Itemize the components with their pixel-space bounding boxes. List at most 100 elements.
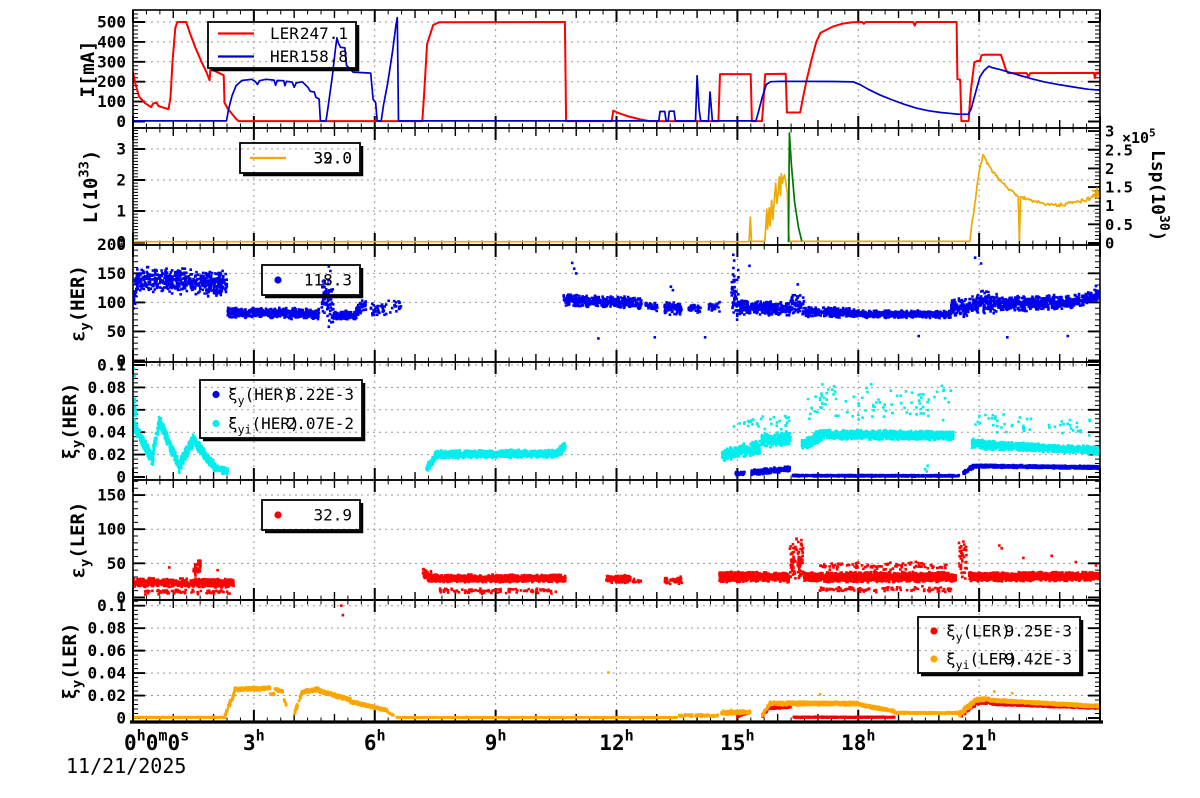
legend-entry-value: 8.22E-3 [287, 385, 354, 404]
gridlines [133, 246, 1100, 361]
svg-text:0.08: 0.08 [87, 619, 126, 638]
y-axis-title: ξy(LER) [59, 623, 85, 700]
legend-entry-value-overlap: 32.0 [313, 149, 352, 168]
x-tick-label: 21h [962, 727, 996, 755]
legend-dot-marker [274, 511, 282, 519]
y-axis-title: εy(LER) [67, 502, 93, 579]
svg-text:100: 100 [97, 293, 126, 312]
svg-text:200: 200 [97, 72, 126, 91]
svg-text:50: 50 [107, 322, 126, 341]
legend-dot-marker [930, 627, 938, 635]
x-tick-label: 3h [243, 727, 265, 755]
y-axis-title: I[mA] [77, 40, 99, 97]
svg-text:1: 1 [116, 202, 126, 221]
svg-text:150: 150 [97, 486, 126, 505]
svg-text:500: 500 [97, 13, 126, 32]
y-axis-title: ξy(HER) [59, 383, 85, 460]
series-LER [133, 21, 1100, 123]
legend-entry-label: HER [270, 47, 299, 66]
svg-text:0: 0 [116, 468, 126, 487]
svg-text:0.04: 0.04 [87, 423, 126, 442]
svg-text:0.5: 0.5 [1105, 216, 1133, 234]
x-tick-label: 18h [841, 727, 875, 755]
svg-text:3: 3 [116, 140, 126, 159]
series-ey(HER) [133, 253, 1100, 340]
legend-entry-label: ξy(LER) [946, 622, 1011, 644]
legend-entry-value: 158.8 [300, 47, 348, 66]
svg-text:2.5: 2.5 [1105, 141, 1133, 159]
svg-text:300: 300 [97, 52, 126, 71]
legend-entry-value: 2.07E-2 [287, 414, 354, 433]
y-axis-title: L(1033) [76, 150, 102, 224]
legend-dot-marker [212, 390, 220, 399]
legend-entry-label: LER [270, 24, 299, 43]
legend-entry-value: 247.1 [300, 24, 348, 43]
x-tick-label: 6h [364, 727, 386, 755]
svg-text:0: 0 [116, 112, 126, 131]
gridlines [133, 481, 1100, 599]
series-xy(HER) [734, 463, 1100, 478]
series-L [133, 153, 1100, 243]
legend-entry-label: ξy(HER) [228, 385, 293, 407]
svg-text:0.06: 0.06 [87, 400, 126, 419]
svg-text:0.02: 0.02 [87, 445, 126, 464]
svg-text:50: 50 [107, 554, 126, 573]
x-tick-label: 0h0m0s [124, 727, 189, 755]
svg-text:0.02: 0.02 [87, 686, 126, 705]
legend-entry-value: 32.9 [313, 506, 352, 525]
svg-text:400: 400 [97, 32, 126, 51]
y-axis-labels: 0 0.02 0.04 0.06 0.08 0.1 ξy(LER) [59, 596, 126, 727]
legend-ey-her: 118.3 [261, 264, 364, 299]
svg-text:2: 2 [116, 171, 126, 190]
gridlines [133, 129, 1100, 244]
svg-text:1.5: 1.5 [1105, 179, 1133, 197]
x-axis-labels: 0h0m0s 3h 6h 9h 12h 15h 18h 21h [124, 727, 996, 755]
legend-xy-her: ξy(HER)8.22E-3 ξyi(HER)2.07E-2 [199, 379, 366, 442]
legend-dot-marker [212, 419, 220, 428]
legend-luminosity: 39.032.0 [239, 142, 364, 177]
last-value-marker: * [1090, 183, 1104, 211]
panel-xy-ler: 00.020.040.060.080.1ξy(LER) ξy(LER)9.25E-… [59, 596, 1101, 728]
svg-text:100: 100 [97, 92, 126, 111]
svg-text:150: 150 [97, 264, 126, 283]
svg-text:3: 3 [1105, 123, 1114, 141]
legend-entry-label: ξyi(LER) [946, 650, 1018, 672]
legend-entry-value: 39.0 [313, 149, 352, 168]
legend-ey-ler: 32.9 [261, 499, 364, 534]
svg-text:200: 200 [97, 235, 126, 254]
svg-text:1: 1 [1105, 197, 1114, 215]
svg-text:0: 0 [116, 351, 126, 370]
svg-text:0: 0 [116, 709, 126, 728]
legend-entry-value: 118.3 [304, 271, 352, 290]
svg-text:100: 100 [97, 520, 126, 539]
svg-text:0.1: 0.1 [97, 596, 126, 615]
series-HER [133, 16, 1100, 122]
y2-scale-label: ×105 [1122, 126, 1156, 147]
x-tick-label: 12h [599, 727, 633, 755]
legend-dot-marker [274, 276, 282, 284]
svg-text:0: 0 [116, 233, 126, 252]
series-Lsp [787, 132, 803, 243]
legend-entry-value: 9.42E-3 [1005, 650, 1072, 669]
series-ey(LER) [133, 537, 1100, 596]
legend-entry-label: ξyi(HER) [228, 414, 300, 436]
x-tick-label: 15h [720, 727, 754, 755]
svg-text:0.1: 0.1 [97, 356, 126, 375]
panel-xy-her: 00.020.040.060.080.1ξy(HER) ξy(HER)8.22E-… [59, 356, 1101, 487]
legend-entry-value: 9.25E-3 [1005, 622, 1072, 641]
svg-text:0.06: 0.06 [87, 641, 126, 660]
svg-text:0: 0 [116, 588, 126, 607]
y-axis-labels: 0 0.02 0.04 0.06 0.08 0.1 ξy(HER) [59, 356, 126, 487]
svg-text:0: 0 [1105, 235, 1114, 253]
svg-text:2: 2 [1105, 160, 1114, 178]
date-label: 11/21/2025 [66, 754, 187, 778]
